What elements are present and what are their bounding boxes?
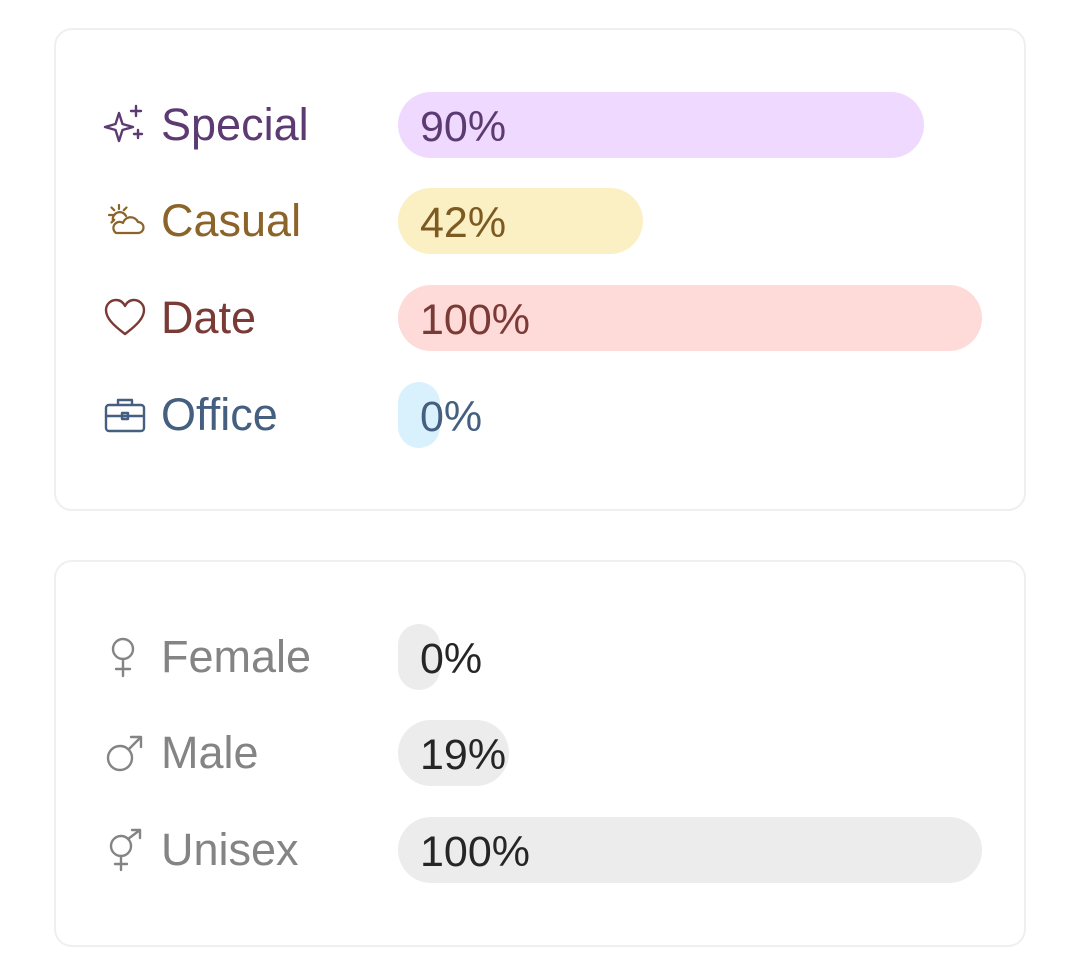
gender-label-female: Female — [161, 631, 312, 682]
sun-cloud-icon — [103, 198, 149, 244]
occasion-row-casual: Casual 42% — [56, 188, 1024, 254]
gender-percent-male: 19% — [420, 731, 507, 779]
occasion-card: Special 90% Casual 42% Date — [54, 28, 1026, 511]
gender-row-unisex: Unisex 100% — [56, 817, 1024, 883]
gender-bar-unisex — [398, 817, 982, 883]
sparkles-icon — [103, 102, 149, 148]
gender-card: Female 0% Male 19% — [54, 560, 1026, 947]
occasion-percent-special: 90% — [420, 103, 507, 151]
unisex-symbol-icon — [103, 827, 149, 873]
heart-icon — [103, 295, 149, 341]
female-symbol-icon — [103, 634, 149, 680]
gender-label-unisex: Unisex — [161, 824, 299, 875]
gender-label-male: Male — [161, 727, 259, 778]
occasion-bar-office — [398, 382, 440, 448]
gender-row-female: Female 0% — [56, 624, 1024, 690]
gender-bar-female — [398, 624, 440, 690]
briefcase-icon — [103, 392, 149, 438]
occasion-percent-date: 100% — [420, 296, 530, 344]
gender-percent-unisex: 100% — [420, 828, 530, 876]
occasion-label-special: Special — [161, 99, 309, 150]
gender-bar-male — [398, 720, 509, 786]
occasion-percent-office: 0% — [420, 393, 483, 441]
occasion-row-date: Date 100% — [56, 285, 1024, 351]
occasion-bar-date — [398, 285, 982, 351]
occasion-percent-casual: 42% — [420, 199, 507, 247]
occasion-row-special: Special 90% — [56, 92, 1024, 158]
occasion-label-date: Date — [161, 292, 257, 343]
occasion-bar-special — [398, 92, 924, 158]
occasion-bar-casual — [398, 188, 644, 254]
occasion-row-office: Office 0% — [56, 382, 1024, 448]
occasion-label-casual: Casual — [161, 195, 302, 246]
male-symbol-icon — [103, 730, 149, 776]
occasion-label-office: Office — [161, 389, 278, 440]
gender-percent-female: 0% — [420, 635, 483, 683]
gender-row-male: Male 19% — [56, 720, 1024, 786]
